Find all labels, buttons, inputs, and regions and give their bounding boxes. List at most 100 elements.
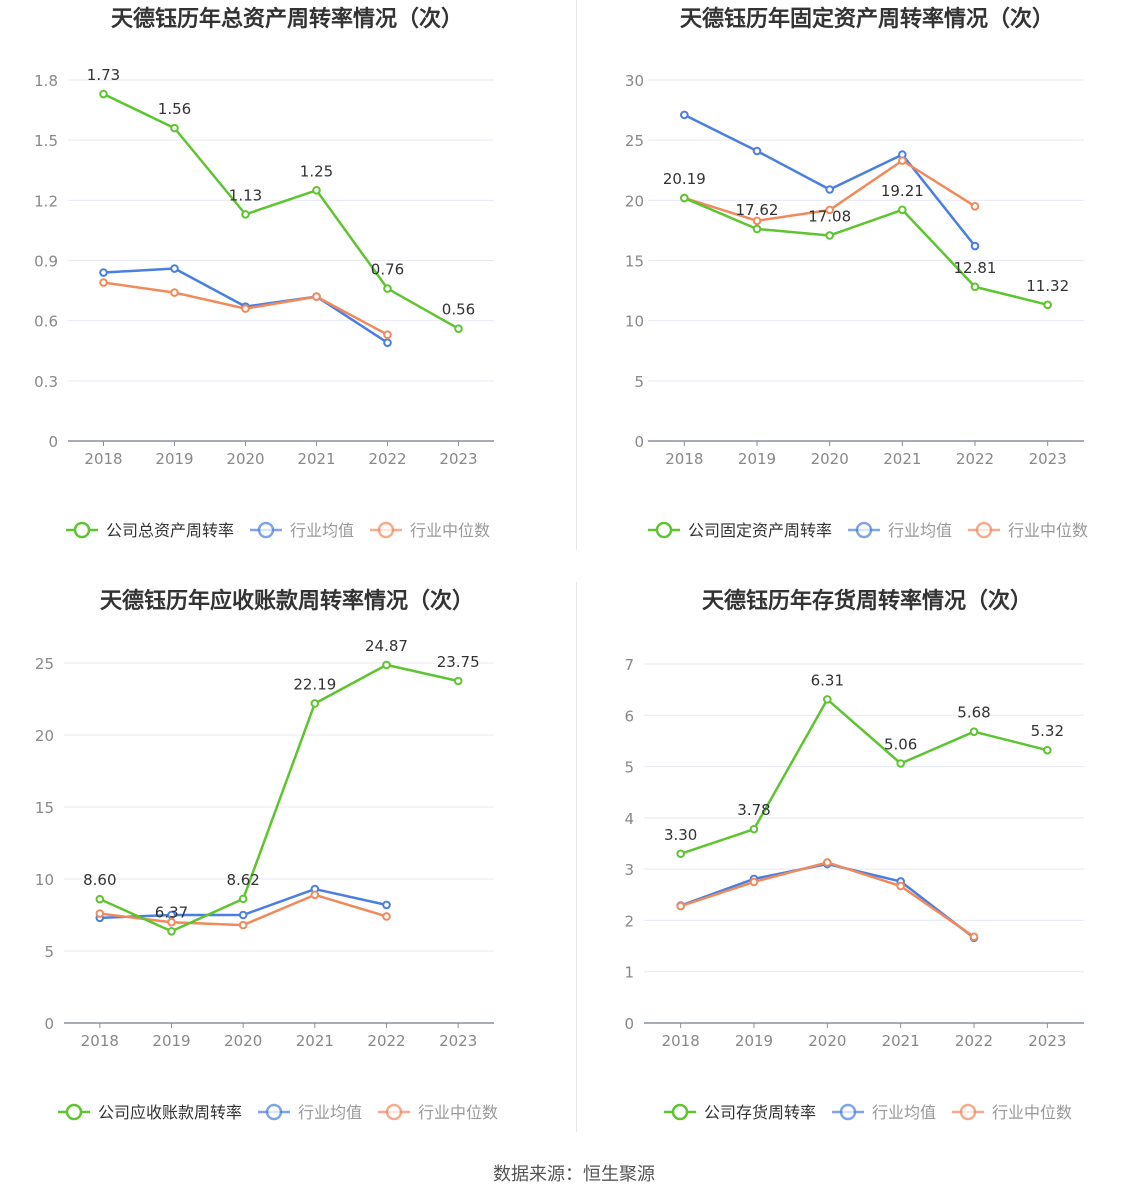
legend-label: 公司应收账款周转率 bbox=[98, 1103, 242, 1122]
data-point bbox=[170, 123, 179, 133]
series-line bbox=[683, 113, 976, 247]
data-point bbox=[969, 932, 979, 942]
chart-svg: 天德钰历年总资产周转率情况（次） 0 0.3 0.6 0.9 1.2 1.5 1.8 2018 2… bbox=[34, 6, 494, 540]
data-point bbox=[383, 284, 392, 293]
data-point bbox=[167, 926, 176, 936]
data-label: 8.60 bbox=[83, 871, 116, 889]
data-label: 1.56 bbox=[158, 100, 191, 118]
legend-marker bbox=[839, 1103, 857, 1121]
x-tick-label: 2020 bbox=[226, 450, 264, 468]
data-point bbox=[453, 676, 463, 686]
data-point bbox=[241, 210, 250, 219]
data-point bbox=[676, 849, 685, 859]
panel-divider bbox=[576, 582, 577, 1132]
y-tick-label: 6 bbox=[624, 707, 634, 725]
legend-marker bbox=[385, 1103, 403, 1121]
data-point bbox=[970, 282, 980, 292]
data-point bbox=[749, 877, 759, 887]
y-tick-label: 20 bbox=[35, 727, 54, 745]
data-point bbox=[310, 890, 320, 900]
chart-panel-inventory-turnover: 天德钰历年存货周转率情况（次） 0 1 2 3 4 5 6 7 2018 2019 2020 2021 2… bbox=[580, 582, 1148, 1164]
legend-marker bbox=[265, 1103, 283, 1121]
data-label: 19.21 bbox=[881, 182, 924, 200]
data-label: 20.19 bbox=[663, 170, 706, 188]
data-label: 6.37 bbox=[155, 903, 188, 921]
y-tick-label: 10 bbox=[625, 313, 644, 331]
x-tick-label: 2021 bbox=[883, 450, 921, 468]
data-source-note: 数据来源：恒生聚源 bbox=[493, 1164, 655, 1185]
x-tick-label: 2020 bbox=[808, 1032, 846, 1050]
data-point bbox=[970, 202, 980, 211]
data-label: 3.78 bbox=[737, 801, 770, 819]
data-point bbox=[680, 193, 689, 203]
data-point bbox=[896, 881, 905, 891]
x-tick-label: 2018 bbox=[81, 1032, 119, 1050]
legend-label: 行业中位数 bbox=[418, 1103, 498, 1122]
legend-marker bbox=[975, 521, 993, 539]
data-point bbox=[898, 205, 907, 215]
data-point bbox=[95, 894, 105, 904]
x-tick-label: 2020 bbox=[224, 1032, 262, 1050]
data-label: 6.31 bbox=[811, 671, 844, 689]
chart-panel-fixed-assets-turnover: 天德钰历年固定资产周转率情况（次） 0 5 10 15 20 25 30 2018 2019 202… bbox=[580, 0, 1148, 582]
x-tick-label: 2023 bbox=[439, 450, 477, 468]
y-tick-label: 4 bbox=[624, 810, 634, 828]
series-line bbox=[680, 698, 1048, 855]
series-line bbox=[102, 92, 460, 330]
data-point bbox=[825, 231, 834, 240]
series-line bbox=[683, 196, 1048, 306]
series-line bbox=[99, 663, 459, 933]
legend-label: 行业中位数 bbox=[1008, 521, 1088, 540]
y-tick-label: 25 bbox=[625, 132, 644, 150]
chart-title: 天德钰历年存货周转率情况（次） bbox=[702, 588, 1032, 614]
x-tick-label: 2018 bbox=[665, 450, 703, 468]
x-tick-label: 2021 bbox=[297, 450, 335, 468]
data-point bbox=[99, 278, 108, 287]
data-label: 17.08 bbox=[808, 207, 851, 225]
data-label: 17.62 bbox=[736, 201, 779, 219]
y-tick-label: 7 bbox=[624, 656, 634, 674]
x-tick-label: 2018 bbox=[662, 1032, 700, 1050]
data-point bbox=[167, 917, 176, 927]
x-tick-label: 2022 bbox=[368, 450, 406, 468]
legend-label: 行业均值 bbox=[872, 1103, 936, 1122]
panel-divider bbox=[576, 0, 577, 550]
chart-svg: 天德钰历年存货周转率情况（次） 0 1 2 3 4 5 6 7 2018 2019 2020 2021 2… bbox=[624, 588, 1084, 1122]
data-label: 22.19 bbox=[293, 675, 336, 693]
data-point bbox=[752, 146, 762, 156]
legend-marker bbox=[257, 521, 275, 539]
y-tick-label: 15 bbox=[625, 253, 644, 271]
chart-panel-total-assets-turnover: 天德钰历年总资产周转率情况（次） 0 0.3 0.6 0.9 1.2 1.5 1.8 2018 2… bbox=[0, 0, 574, 582]
data-point bbox=[752, 224, 762, 234]
series-line bbox=[680, 861, 975, 938]
data-point bbox=[749, 824, 759, 834]
data-point bbox=[170, 264, 179, 273]
x-tick-label: 2022 bbox=[367, 1032, 405, 1050]
legend-label: 行业均值 bbox=[298, 1103, 362, 1122]
x-tick-label: 2021 bbox=[882, 1032, 920, 1050]
chart-title: 天德钰历年应收账款周转率情况（次） bbox=[100, 588, 474, 614]
data-point bbox=[241, 304, 250, 313]
x-tick-label: 2022 bbox=[956, 450, 994, 468]
y-tick-label: 0 bbox=[44, 1015, 54, 1033]
data-point bbox=[896, 759, 905, 768]
chart-svg: 天德钰历年固定资产周转率情况（次） 0 5 10 15 20 25 30 2018 2019 202… bbox=[625, 6, 1088, 540]
legend-marker bbox=[377, 521, 395, 539]
y-tick-label: 0 bbox=[48, 433, 58, 451]
data-point bbox=[312, 292, 321, 301]
x-tick-label: 2023 bbox=[1029, 450, 1067, 468]
data-label: 1.13 bbox=[229, 186, 262, 204]
data-point bbox=[312, 186, 321, 195]
chart-panel-receivables-turnover: 天德钰历年应收账款周转率情况（次） 0 5 10 15 20 25 2018 2019 2020 2… bbox=[0, 582, 574, 1164]
x-tick-label: 2022 bbox=[955, 1032, 993, 1050]
y-tick-label: 1.2 bbox=[34, 192, 58, 210]
y-tick-label: 30 bbox=[625, 72, 644, 90]
legend-label: 公司存货周转率 bbox=[704, 1103, 816, 1122]
legend-label: 行业中位数 bbox=[992, 1103, 1072, 1122]
data-point bbox=[238, 910, 248, 920]
x-tick-label: 2019 bbox=[735, 1032, 773, 1050]
data-point bbox=[898, 156, 907, 165]
data-point bbox=[1043, 745, 1052, 755]
x-tick-label: 2019 bbox=[155, 450, 193, 468]
legend-label: 公司总资产周转率 bbox=[106, 521, 234, 540]
